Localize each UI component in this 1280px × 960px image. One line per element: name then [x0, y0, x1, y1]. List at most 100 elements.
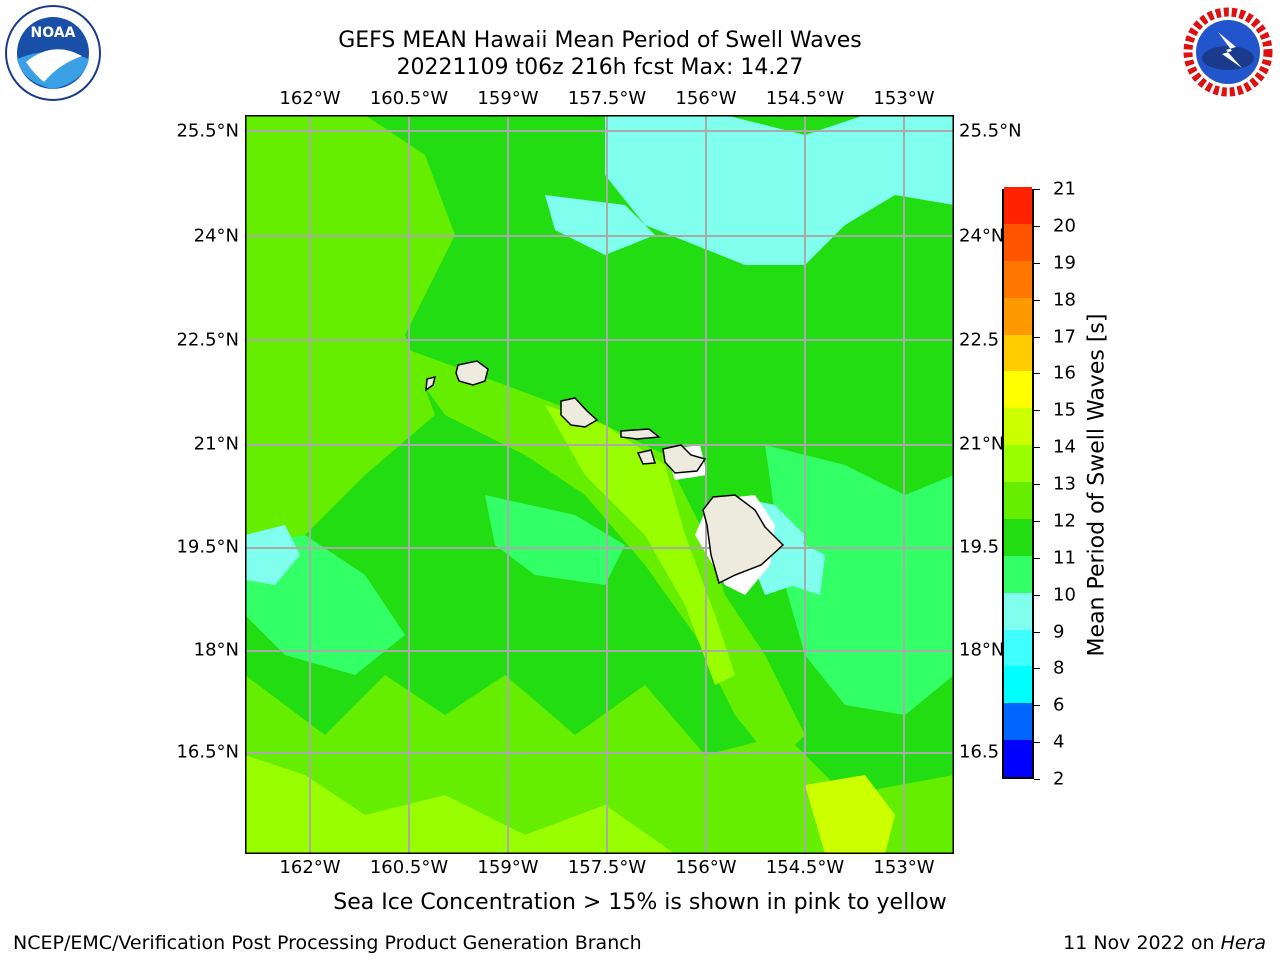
colorbar	[1002, 187, 1034, 779]
island-lanai	[636, 449, 656, 465]
colorbar-tick-label: 9	[1053, 621, 1065, 642]
lat-label-left: 24°N	[193, 225, 239, 247]
colorbar-tick-mark	[1034, 520, 1040, 522]
colorbar-segment	[1004, 371, 1032, 409]
map-panel	[244, 114, 955, 855]
footer-date: 11 Nov 2022 on Hera	[1063, 932, 1266, 954]
island-molokai	[620, 428, 661, 440]
lat-label-left: 16.5°N	[176, 741, 239, 763]
colorbar-tick-label: 8	[1053, 657, 1065, 679]
colorbar-segment	[1004, 703, 1032, 741]
lat-label-left: 18°N	[193, 639, 239, 661]
lat-label-right: 24°N	[959, 225, 1005, 247]
lon-label-bottom: 153°W	[873, 857, 935, 878]
lon-label-top: 162°W	[279, 88, 341, 109]
lat-label-right: 16.5	[959, 741, 1000, 763]
colorbar-tick-mark	[1034, 557, 1040, 559]
lon-label-top: 154.5°W	[765, 88, 845, 109]
colorbar-tick-mark	[1034, 373, 1040, 375]
colorbar-tick-label: 20	[1053, 215, 1076, 237]
lat-label-left: 25.5°N	[176, 120, 239, 142]
lat-label-right: 25.5°N	[959, 120, 1022, 142]
lat-label-right: 19.5	[959, 536, 1000, 558]
lat-label-right: 18°N	[959, 639, 1005, 661]
lon-label-top: 160.5°W	[369, 88, 449, 109]
noaa-logo: NOAA	[4, 4, 102, 102]
colorbar-tick-label: 15	[1053, 399, 1076, 421]
lat-label-right: 21°N	[959, 433, 1005, 455]
colorbar-tick-mark	[1034, 189, 1040, 190]
lon-label-top: 153°W	[873, 88, 935, 109]
colorbar-tick-mark	[1034, 336, 1040, 338]
colorbar-tick-mark	[1034, 410, 1040, 412]
colorbar-segment	[1004, 482, 1032, 519]
footer-branch: NCEP/EMC/Verification Post Processing Pr…	[13, 932, 642, 954]
chart-subtitle: 20221109 t06z 216h fcst Max: 14.27	[396, 55, 804, 80]
island-kauai	[455, 360, 489, 386]
island-maui	[662, 444, 707, 474]
colorbar-tick-label: 13	[1053, 473, 1076, 495]
footer-host: Hera	[1220, 932, 1266, 954]
colorbar-segment	[1004, 187, 1032, 224]
colorbar-segment	[1004, 518, 1032, 556]
colorbar-tick-label: 10	[1053, 584, 1076, 606]
footer-date-text: 11 Nov 2022 on	[1063, 932, 1221, 954]
colorbar-segment	[1004, 408, 1032, 446]
lon-label-bottom: 157.5°W	[567, 857, 647, 878]
lon-label-bottom: 159°W	[477, 857, 539, 878]
colorbar-segment	[1004, 445, 1032, 482]
colorbar-segment	[1004, 297, 1032, 335]
lon-label-top: 156°W	[675, 88, 737, 109]
island-hawaii	[702, 494, 785, 585]
colorbar-tick-label: 18	[1053, 289, 1076, 311]
colorbar-tick-mark	[1034, 225, 1040, 227]
colorbar-tick-mark	[1034, 262, 1040, 264]
colorbar-tick-label: 2	[1053, 768, 1065, 790]
colorbar-tick-mark	[1034, 705, 1040, 707]
colorbar-fill	[1004, 187, 1032, 777]
colorbar-tick-label: 6	[1053, 694, 1065, 716]
svg-text:NOAA: NOAA	[31, 25, 76, 41]
colorbar-tick-mark	[1034, 742, 1040, 744]
colorbar-segment	[1004, 666, 1032, 704]
lon-label-top: 157.5°W	[567, 88, 647, 109]
colorbar-tick-mark	[1034, 299, 1040, 301]
colorbar-tick-label: 4	[1053, 731, 1065, 753]
colorbar-tick-label: 11	[1053, 547, 1076, 569]
colorbar-tick-label: 16	[1053, 362, 1076, 384]
colorbar-segment	[1004, 592, 1032, 630]
colorbar-tick-mark	[1034, 631, 1040, 633]
colorbar-tick-mark	[1034, 668, 1040, 670]
colorbar-label: Mean Period of Swell Waves [s]	[1084, 313, 1110, 657]
lat-label-left: 19.5°N	[176, 536, 239, 558]
colorbar-tick-label: 17	[1053, 326, 1076, 347]
nws-logo	[1178, 2, 1278, 102]
colorbar-segment	[1004, 629, 1032, 667]
lat-label-right: 22.5	[959, 329, 1000, 351]
lon-label-bottom: 160.5°W	[369, 857, 449, 878]
colorbar-tick-label: 19	[1053, 252, 1076, 274]
colorbar-segment	[1004, 223, 1032, 261]
lon-label-bottom: 162°W	[279, 857, 341, 878]
colorbar-tick-mark	[1034, 484, 1040, 485]
sea-ice-note: Sea Ice Concentration > 15% is shown in …	[333, 890, 947, 915]
lat-label-left: 22.5°N	[176, 329, 239, 351]
colorbar-tick-label: 12	[1053, 510, 1076, 532]
colorbar-segment	[1004, 260, 1032, 298]
colorbar-tick-mark	[1034, 594, 1040, 596]
lon-label-bottom: 156°W	[675, 857, 737, 878]
colorbar-tick-mark	[1034, 447, 1040, 449]
lon-label-top: 159°W	[477, 88, 539, 109]
island-oahu	[560, 397, 599, 428]
colorbar-segment	[1004, 555, 1032, 593]
lon-label-bottom: 154.5°W	[765, 857, 845, 878]
colorbar-segment	[1004, 334, 1032, 372]
colorbar-tick-label: 14	[1053, 436, 1076, 458]
colorbar-tick-mark	[1034, 779, 1040, 780]
swell-period-map	[244, 114, 955, 855]
lat-label-left: 21°N	[193, 433, 239, 455]
colorbar-segment	[1004, 740, 1032, 777]
colorbar-tick-label: 21	[1053, 178, 1076, 200]
island-niihau	[425, 375, 437, 392]
chart-title: GEFS MEAN Hawaii Mean Period of Swell Wa…	[338, 28, 862, 53]
